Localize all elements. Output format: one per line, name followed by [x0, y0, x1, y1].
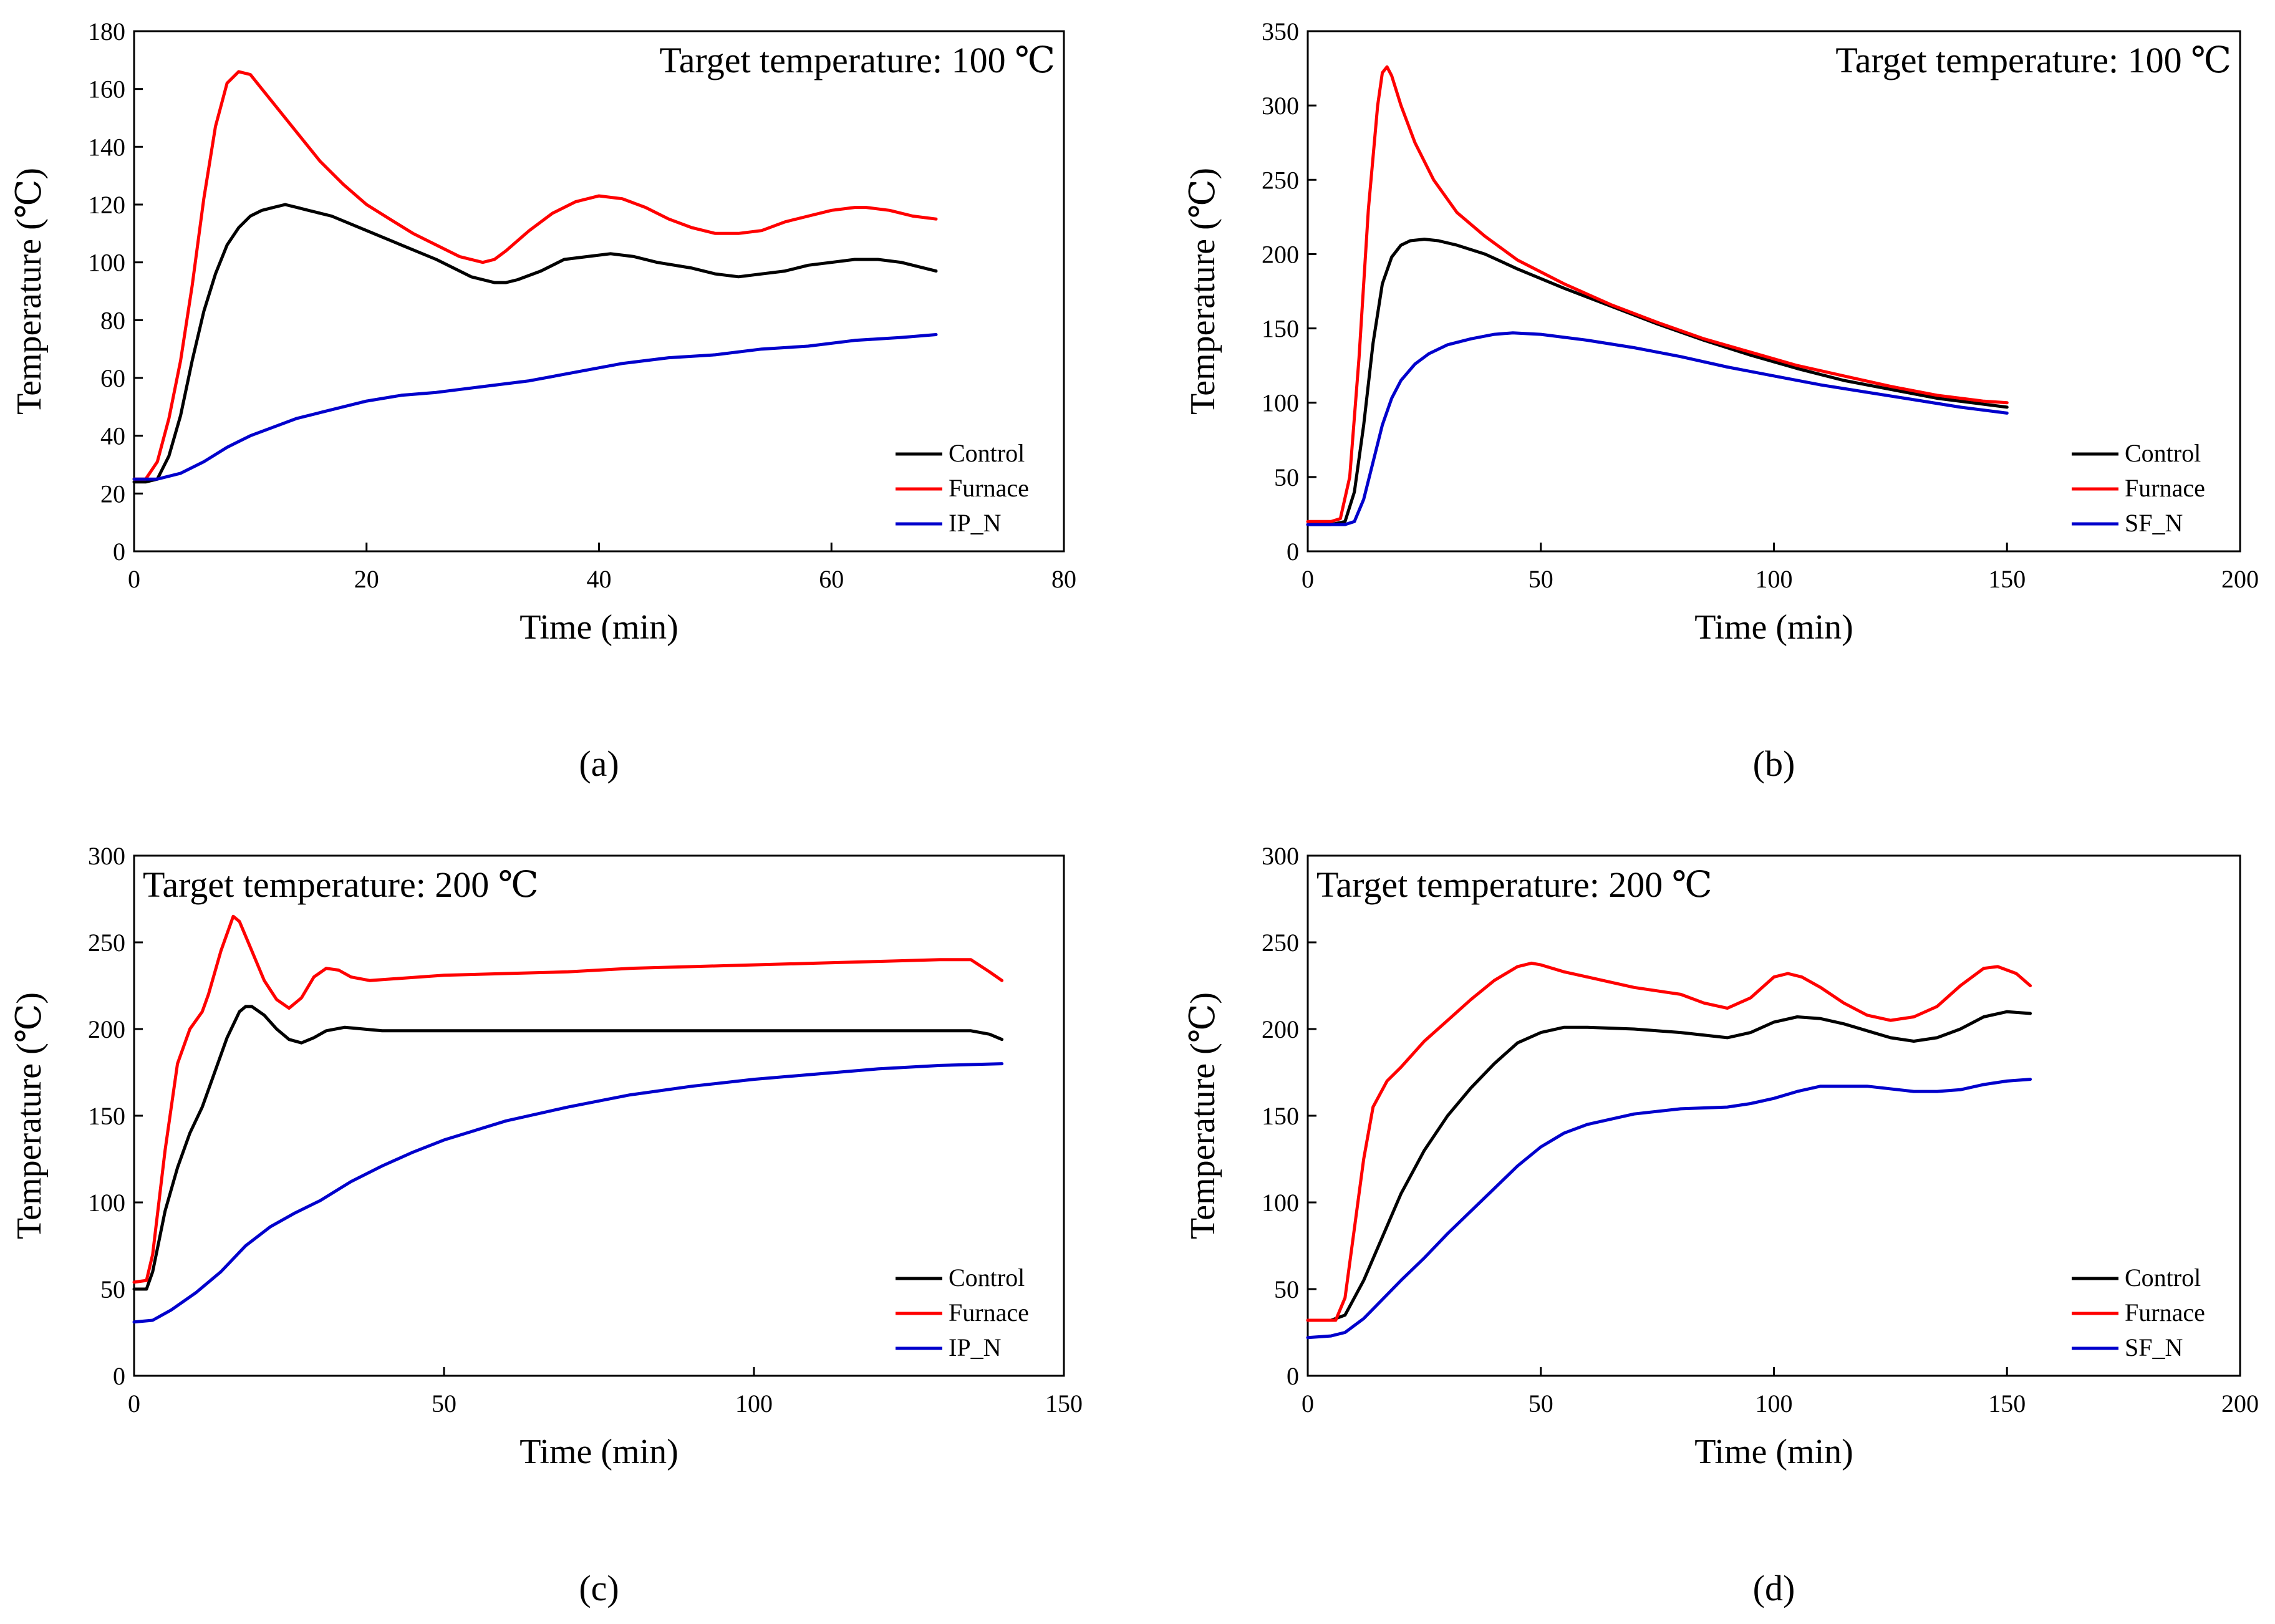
- series-line-sf-n: [1306, 1078, 2032, 1340]
- x-tick-label: 50: [1529, 565, 1553, 593]
- y-tick-label: 50: [100, 1275, 125, 1303]
- series-line-furnace: [1306, 961, 2032, 1322]
- x-tick-label: 60: [819, 565, 844, 593]
- y-tick-label: 300: [88, 842, 125, 870]
- y-tick-label: 120: [88, 191, 125, 219]
- target-temperature-annotation: Target temperature: 100 ℃: [1835, 40, 2231, 80]
- y-tick-label: 200: [1262, 240, 1299, 268]
- target-temperature-annotation: Target temperature: 100 ℃: [659, 40, 1055, 80]
- series-line-control: [132, 203, 938, 484]
- y-tick-label: 200: [88, 1015, 125, 1043]
- series-line-ip-n: [132, 333, 938, 481]
- series-line-furnace: [132, 70, 938, 481]
- x-tick-label: 150: [1988, 565, 2026, 593]
- y-tick-label: 0: [1287, 538, 1299, 566]
- y-tick-label: 200: [1262, 1015, 1299, 1043]
- x-tick-label: 20: [354, 565, 379, 593]
- series-line-furnace: [132, 914, 1004, 1284]
- y-tick-label: 160: [88, 75, 125, 104]
- legend-label: Furnace: [949, 1298, 1029, 1327]
- x-tick-label: 0: [1302, 565, 1314, 593]
- y-tick-label: 20: [100, 480, 125, 508]
- x-tick-label: 40: [587, 565, 612, 593]
- y-axis-label: Temperature (℃): [10, 992, 49, 1239]
- legend-label: SF_N: [2125, 509, 2183, 537]
- y-tick-label: 250: [88, 929, 125, 957]
- y-tick-label: 50: [1274, 463, 1299, 491]
- series-line-ip-n: [132, 1062, 1004, 1324]
- y-tick-label: 40: [100, 422, 125, 450]
- x-tick-label: 200: [2221, 565, 2259, 593]
- chart-panel-b: 0 50 100 150 200 250 300 350 0 50 100 150 200 Time (m…: [1184, 17, 2259, 784]
- x-tick-label: 150: [1988, 1390, 2026, 1418]
- legend-label: SF_N: [2125, 1333, 2183, 1361]
- y-tick-label: 60: [100, 364, 125, 392]
- y-tick-label: 0: [113, 1362, 125, 1390]
- x-tick-label: 0: [128, 565, 140, 593]
- y-tick-label: 80: [100, 306, 125, 334]
- chart-panel-d: 0 50 100 150 200 250 300 0 50 100 150 200 Time (min)…: [1184, 842, 2259, 1608]
- legend-label: Furnace: [2125, 474, 2205, 502]
- x-tick-label: 50: [432, 1390, 456, 1418]
- y-axis-label: Temperature (℃): [10, 168, 49, 415]
- series-line-sf-n: [1306, 331, 2009, 526]
- x-tick-label: 150: [1045, 1390, 1083, 1418]
- x-axis-label: Time (min): [519, 1433, 679, 1471]
- y-tick-label: 100: [1262, 1189, 1299, 1217]
- y-tick-label: 100: [1262, 389, 1299, 417]
- subfigure-label: (d): [1753, 1568, 1795, 1608]
- legend-label: Furnace: [2125, 1298, 2205, 1327]
- legend-label: IP_N: [949, 1333, 1001, 1361]
- x-tick-label: 200: [2221, 1390, 2259, 1418]
- target-temperature-annotation: Target temperature: 200 ℃: [143, 864, 539, 905]
- y-tick-label: 0: [113, 538, 125, 566]
- legend-label: Furnace: [949, 474, 1029, 502]
- x-axis-label: Time (min): [519, 608, 679, 647]
- y-tick-label: 180: [88, 17, 125, 46]
- y-tick-label: 150: [88, 1102, 125, 1130]
- x-tick-label: 0: [128, 1390, 140, 1418]
- legend-label: IP_N: [949, 509, 1001, 537]
- y-tick-label: 150: [1262, 315, 1299, 343]
- y-tick-label: 250: [1262, 166, 1299, 194]
- y-tick-label: 300: [1262, 92, 1299, 120]
- subfigure-label: (c): [579, 1568, 619, 1608]
- y-tick-label: 150: [1262, 1102, 1299, 1130]
- legend-label: Control: [949, 1264, 1025, 1292]
- y-tick-label: 100: [88, 1189, 125, 1217]
- legend-label: Control: [2125, 439, 2201, 467]
- y-axis-label: Temperature (℃): [1184, 992, 1222, 1239]
- chart-panel-a: 0 20 40 60 80 100 120 140 160 180 0 20 40 60 80 Time (m…: [10, 17, 1076, 784]
- chart-panel-c: 0 50 100 150 200 250 300 0 50 100 150 Time (min) Tem…: [10, 842, 1083, 1608]
- legend-label: Control: [949, 439, 1025, 467]
- x-tick-label: 100: [1756, 565, 1793, 593]
- x-tick-label: 80: [1051, 565, 1076, 593]
- y-tick-label: 140: [88, 133, 125, 161]
- series-line-control: [1306, 238, 2009, 526]
- x-axis-label: Time (min): [1694, 1433, 1853, 1471]
- series-line-furnace: [1306, 65, 2009, 523]
- y-tick-label: 0: [1287, 1362, 1299, 1390]
- y-tick-label: 50: [1274, 1275, 1299, 1303]
- subfigure-label: (b): [1753, 743, 1795, 784]
- y-tick-label: 250: [1262, 929, 1299, 957]
- x-tick-label: 100: [1756, 1390, 1793, 1418]
- series-line-control: [132, 1005, 1004, 1291]
- target-temperature-annotation: Target temperature: 200 ℃: [1316, 864, 1712, 905]
- x-tick-label: 100: [735, 1390, 773, 1418]
- x-tick-label: 50: [1529, 1390, 1553, 1418]
- y-axis-label: Temperature (℃): [1184, 168, 1222, 415]
- series-line-control: [1306, 1010, 2032, 1322]
- y-tick-label: 300: [1262, 842, 1299, 870]
- y-tick-label: 350: [1262, 17, 1299, 46]
- legend-label: Control: [2125, 1264, 2201, 1292]
- subfigure-label: (a): [579, 743, 619, 784]
- x-tick-label: 0: [1302, 1390, 1314, 1418]
- x-axis-label: Time (min): [1694, 608, 1853, 647]
- y-tick-label: 100: [88, 249, 125, 277]
